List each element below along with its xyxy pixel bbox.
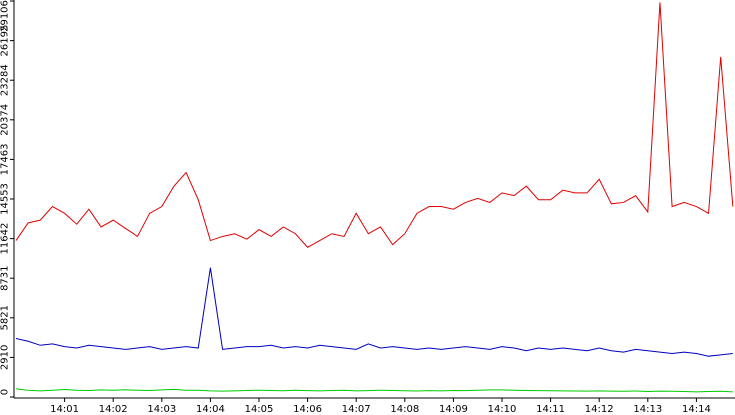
y-tick-label: 26195 xyxy=(0,25,10,57)
y-tick-label: 29106 xyxy=(0,0,10,32)
x-tick-label: 14:06 xyxy=(293,404,322,415)
y-tick-label: 0 xyxy=(0,389,10,395)
x-tick-label: 14:13 xyxy=(633,404,662,415)
x-tick-label: 14:01 xyxy=(50,404,79,415)
x-tick-label: 14:07 xyxy=(342,404,371,415)
y-tick-label: 14553 xyxy=(0,183,10,215)
x-tick-label: 14:12 xyxy=(585,404,614,415)
x-tick-label: 14:02 xyxy=(99,404,128,415)
y-tick-label: 17463 xyxy=(0,144,10,176)
x-tick-label: 14:10 xyxy=(488,404,517,415)
y-tick-label: 2910 xyxy=(0,345,10,370)
x-tick-label: 14:03 xyxy=(147,404,176,415)
y-tick-label: 5821 xyxy=(0,305,10,330)
y-tick-label: 23284 xyxy=(0,64,10,96)
x-tick-label: 14:04 xyxy=(196,404,225,415)
x-tick-label: 14:05 xyxy=(245,404,274,415)
series-line xyxy=(15,388,733,393)
x-tick-label: 14:09 xyxy=(439,404,468,415)
series-line xyxy=(15,267,733,357)
y-tick-label: 11642 xyxy=(0,223,10,255)
series-line xyxy=(15,2,734,248)
y-tick-label: 8731 xyxy=(0,265,10,290)
x-tick-label: 14:11 xyxy=(536,404,565,415)
x-tick-label: 14:14 xyxy=(682,404,711,415)
y-tick-label: 20374 xyxy=(0,104,10,136)
x-tick-label: 14:08 xyxy=(390,404,419,415)
